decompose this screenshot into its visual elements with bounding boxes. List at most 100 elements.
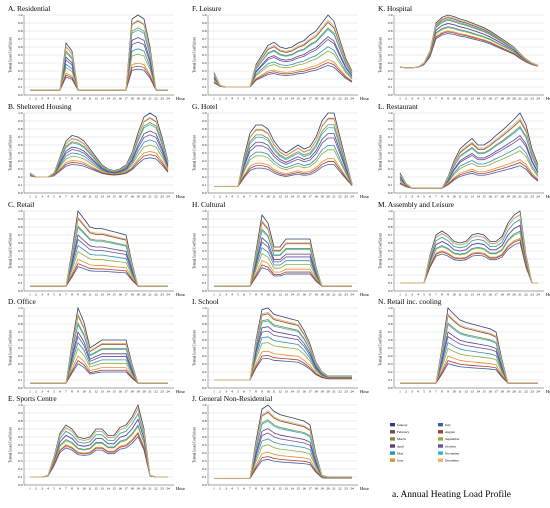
hour-axis-label: Hour	[360, 389, 370, 394]
y-tick-label: 0.6	[18, 241, 23, 245]
x-tick-label: 24	[350, 293, 354, 297]
series-line-november	[214, 320, 352, 381]
y-tick-label: 0.6	[18, 338, 23, 342]
x-tick-label: 13	[100, 97, 104, 101]
y-tick-label: 0.2	[202, 467, 207, 471]
y-tick-label: 0.8	[388, 322, 393, 326]
x-tick-label: 11	[272, 195, 276, 199]
panel-a-residential: A. Residential 0.0 0.1 0.2 0.3 0.4 0.5 0.6 0.7 0.…	[8, 4, 186, 101]
x-tick-label: 12	[94, 293, 98, 297]
panel-b-sheltered-housing: B. Sheltered Housing 0.0 0.1 0.2 0.3 0.4 0.5 0.…	[8, 102, 186, 199]
y-tick-label: 0.4	[388, 354, 393, 358]
series-line-december	[214, 410, 352, 480]
x-tick-label: 4	[47, 487, 49, 491]
y-tick-label: 0.5	[388, 249, 393, 253]
x-tick-label: 21	[332, 97, 336, 101]
series-line-july	[30, 266, 168, 287]
x-tick-label: 6	[59, 390, 61, 394]
x-tick-label: 4	[231, 293, 233, 297]
series-line-october	[30, 238, 168, 287]
x-tick-label: 9	[261, 97, 263, 101]
y-axis-label: Termal Load Coefficient	[9, 233, 13, 268]
x-tick-label: 17	[494, 293, 498, 297]
x-tick-label: 16	[302, 97, 306, 101]
x-tick-label: 7	[435, 390, 437, 394]
x-tick-label: 1	[399, 97, 401, 101]
y-tick-label: 0.7	[202, 135, 207, 139]
x-tick-label: 5	[423, 97, 425, 101]
y-tick-label: 0.8	[18, 127, 23, 131]
legend-label-december: December	[445, 459, 460, 463]
y-tick-label: 1.0	[18, 111, 23, 115]
legend-swatch-may	[390, 451, 395, 455]
y-tick-label: 0.5	[18, 346, 23, 350]
x-tick-label: 19	[136, 390, 140, 394]
y-axis-label: Termal Load Coefficient	[9, 330, 13, 365]
x-tick-label: 13	[100, 487, 104, 491]
panel-m-assembly-and-leisure: M. Assembly and Leisure 0.0 0.1 0.2 0.3 0.4 0.…	[378, 200, 550, 297]
series-line-december	[214, 117, 353, 188]
x-tick-label: 4	[47, 195, 49, 199]
x-tick-label: 23	[344, 487, 348, 491]
x-tick-label: 23	[160, 487, 164, 491]
x-tick-label: 22	[338, 195, 342, 199]
panel-title-k-hospital: K. Hospital	[378, 4, 412, 13]
x-tick-label: 9	[77, 293, 79, 297]
x-tick-label: 22	[338, 293, 342, 297]
y-tick-label: 1.0	[388, 13, 393, 17]
x-tick-label: 1	[29, 97, 31, 101]
x-tick-label: 15	[296, 195, 300, 199]
x-tick-label: 14	[290, 487, 294, 491]
y-tick-label: 0.2	[18, 77, 23, 81]
y-axis-label: Termal Load Coefficient	[193, 135, 197, 170]
panel-f-leisure: F. Leisure 0.0 0.1 0.2 0.3 0.4 0.5 0.6 0.7 0.8 0.9…	[192, 4, 370, 101]
x-tick-label: 24	[536, 97, 540, 101]
x-tick-label: 23	[160, 195, 164, 199]
hour-axis-label: Hour	[176, 194, 186, 199]
x-tick-label: 16	[488, 390, 492, 394]
x-tick-label: 15	[482, 195, 486, 199]
y-tick-label: 1.0	[388, 209, 393, 213]
y-tick-label: 0.0	[18, 386, 23, 390]
x-tick-label: 11	[88, 293, 92, 297]
y-tick-label: 0.2	[18, 467, 23, 471]
y-tick-label: 0.8	[18, 322, 23, 326]
x-tick-label: 9	[447, 195, 449, 199]
series-line-december	[213, 19, 353, 88]
x-tick-label: 15	[296, 390, 300, 394]
series-line-june	[30, 258, 168, 287]
y-tick-label: 0.3	[202, 69, 207, 73]
y-tick-label: 0.1	[202, 378, 207, 382]
x-tick-label: 15	[112, 97, 116, 101]
x-tick-label: 20	[326, 487, 330, 491]
y-tick-label: 0.7	[18, 427, 23, 431]
x-tick-label: 20	[142, 487, 146, 491]
x-tick-label: 5	[423, 195, 425, 199]
series-line-may	[214, 144, 353, 188]
x-tick-label: 2	[35, 97, 37, 101]
hour-axis-label: Hour	[360, 96, 370, 101]
series-line-september	[214, 444, 352, 480]
series-line-october	[213, 38, 353, 88]
x-tick-label: 10	[452, 195, 456, 199]
x-tick-label: 5	[237, 97, 239, 101]
x-tick-label: 23	[344, 195, 348, 199]
panels-group: A. Residential 0.0 0.1 0.2 0.3 0.4 0.5 0.6 0.7 0.…	[8, 4, 550, 491]
legend-label-september: September	[445, 437, 460, 441]
x-tick-label: 13	[284, 293, 288, 297]
legend-swatch-july	[438, 423, 443, 427]
x-tick-label: 13	[100, 390, 104, 394]
y-tick-label: 0.7	[388, 37, 393, 41]
x-tick-label: 12	[94, 97, 98, 101]
y-tick-label: 0.9	[202, 217, 207, 221]
x-tick-label: 14	[290, 390, 294, 394]
y-tick-label: 0.6	[18, 45, 23, 49]
series-line-december	[214, 219, 352, 287]
series-line-december	[399, 117, 539, 189]
x-tick-label: 8	[71, 293, 73, 297]
series-line-october	[399, 23, 539, 69]
series-line-september	[400, 348, 538, 384]
legend-swatch-april	[390, 444, 395, 448]
x-tick-label: 18	[314, 293, 318, 297]
figure-caption: a. Annual Heating Load Profile	[392, 489, 511, 500]
